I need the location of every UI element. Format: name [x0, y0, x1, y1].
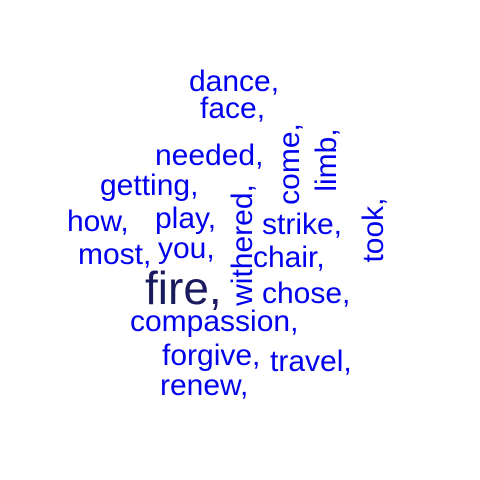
word-travel: travel,	[270, 345, 352, 378]
word-withered: withered,	[226, 184, 259, 306]
word-chair: chair,	[253, 241, 325, 274]
word-chose: chose,	[262, 277, 351, 310]
word-play: play,	[155, 202, 217, 235]
word-getting: getting,	[100, 169, 199, 202]
word-you: you,	[158, 232, 215, 265]
word-face: face,	[200, 92, 266, 125]
word-needed: needed,	[155, 139, 264, 172]
word-limb: limb,	[310, 128, 343, 192]
word-took: took,	[357, 197, 390, 263]
word-dance: dance,	[189, 65, 280, 98]
word-renew: renew,	[160, 369, 249, 402]
word-fire: fire,	[145, 262, 222, 314]
word-forgive: forgive,	[162, 339, 261, 372]
word-strike: strike,	[262, 208, 343, 241]
word-come: come,	[273, 123, 306, 205]
word-compassion: compassion,	[130, 305, 299, 338]
word-most: most,	[78, 238, 152, 271]
word-how: how,	[67, 205, 129, 238]
